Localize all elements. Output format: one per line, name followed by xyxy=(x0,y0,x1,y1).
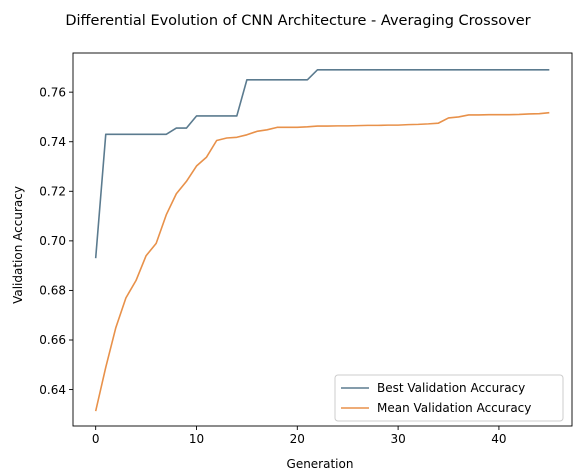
x-tick-label-20: 20 xyxy=(290,432,305,446)
x-tick-label-40: 40 xyxy=(491,432,506,446)
legend-label-0: Best Validation Accuracy xyxy=(377,381,525,395)
x-axis-label: Generation xyxy=(287,457,354,471)
legend-box xyxy=(334,374,564,422)
plot-area: 0 10 20 30 40 0.64 0.66 0.68 0.70 0.72 0.74 0.76 xyxy=(39,52,573,446)
y-tick-label-3: 0.70 xyxy=(39,234,66,248)
axes-frame xyxy=(72,52,573,427)
x-tick-label-30: 30 xyxy=(390,432,405,446)
y-tick-label-0: 0.64 xyxy=(39,383,66,397)
x-tick-label-0: 0 xyxy=(92,432,100,446)
legend-label-1: Mean Validation Accuracy xyxy=(377,401,531,415)
x-tick-label-10: 10 xyxy=(189,432,204,446)
chart-title: Differential Evolution of CNN Architectu… xyxy=(65,13,530,29)
y-tick-label-1: 0.66 xyxy=(39,333,66,347)
y-tick-label-4: 0.72 xyxy=(39,184,66,198)
y-axis-label: Validation Accuracy xyxy=(11,186,25,304)
y-tick-label-6: 0.76 xyxy=(39,85,66,99)
series-line-0 xyxy=(94,69,550,259)
series-line-1 xyxy=(94,111,550,412)
legend: Best Validation Accuracy Mean Validation … xyxy=(334,374,564,422)
y-tick-label-5: 0.74 xyxy=(39,135,66,149)
y-tick-label-2: 0.68 xyxy=(39,284,66,298)
